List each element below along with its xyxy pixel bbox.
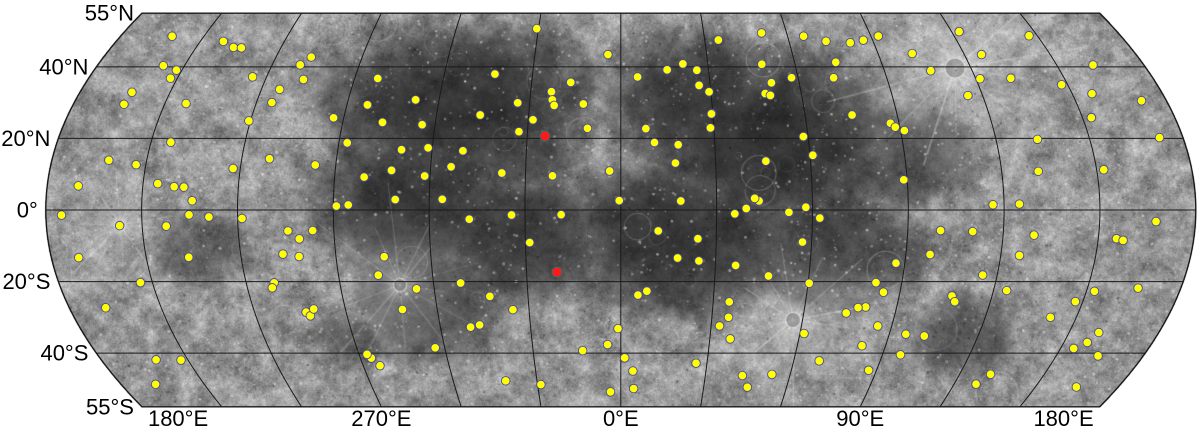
svg-text:90°E: 90°E: [836, 406, 884, 430]
svg-text:55°S: 55°S: [86, 394, 134, 419]
svg-text:40°N: 40°N: [39, 54, 88, 79]
svg-text:180°E: 180°E: [148, 406, 208, 430]
svg-text:55°N: 55°N: [85, 1, 134, 26]
svg-text:20°S: 20°S: [2, 269, 50, 294]
svg-text:270°E: 270°E: [351, 406, 411, 430]
svg-text:0°: 0°: [17, 198, 38, 223]
svg-text:0°E: 0°E: [603, 406, 639, 430]
svg-text:20°N: 20°N: [1, 126, 50, 151]
svg-text:40°S: 40°S: [40, 341, 88, 366]
svg-text:180°E: 180°E: [1033, 406, 1093, 430]
